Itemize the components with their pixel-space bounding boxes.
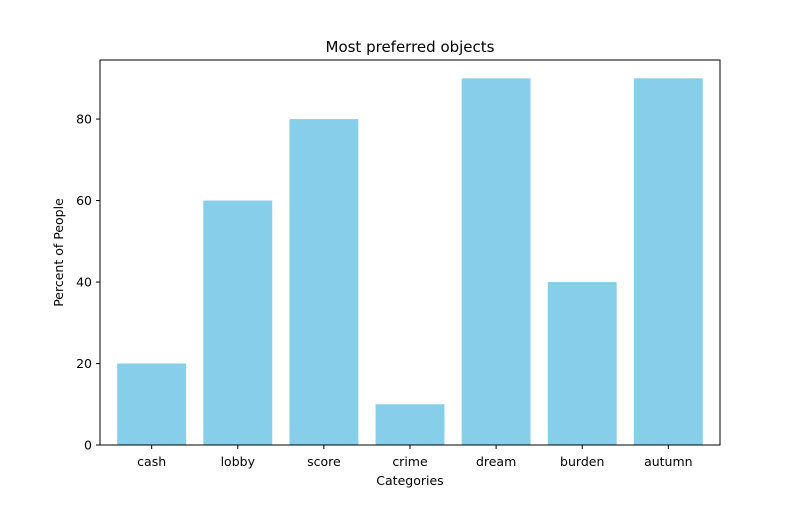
bar-autumn — [633, 78, 703, 445]
bars-layer — [117, 78, 703, 446]
x-tick-label: crime — [392, 454, 428, 469]
bar-crime — [375, 404, 445, 445]
x-tick-label: cash — [137, 454, 166, 469]
x-tick-label: burden — [560, 454, 604, 469]
bar-dream — [461, 78, 531, 445]
chart-title: Most preferred objects — [326, 38, 495, 56]
x-tick-label: score — [307, 454, 341, 469]
bar-score — [289, 119, 359, 446]
y-tick-label: 20 — [76, 356, 92, 371]
y-tick-label: 80 — [76, 112, 92, 127]
x-axis-label: Categories — [376, 473, 443, 488]
bar-lobby — [203, 200, 273, 445]
x-ticks-layer: cash lobby score crime dream burden autumn — [137, 445, 693, 469]
y-axis-label: Percent of People — [51, 198, 66, 307]
y-tick-label: 60 — [76, 193, 92, 208]
y-ticks-layer: 0 20 40 60 80 — [76, 112, 100, 453]
bar-cash — [117, 363, 187, 445]
y-tick-label: 0 — [84, 438, 92, 453]
x-tick-label: dream — [476, 454, 516, 469]
plot-frame — [99, 59, 721, 446]
x-tick-label: autumn — [644, 454, 693, 469]
y-tick-label: 40 — [76, 275, 92, 290]
bar-burden — [547, 282, 617, 445]
x-tick-label: lobby — [221, 454, 256, 469]
